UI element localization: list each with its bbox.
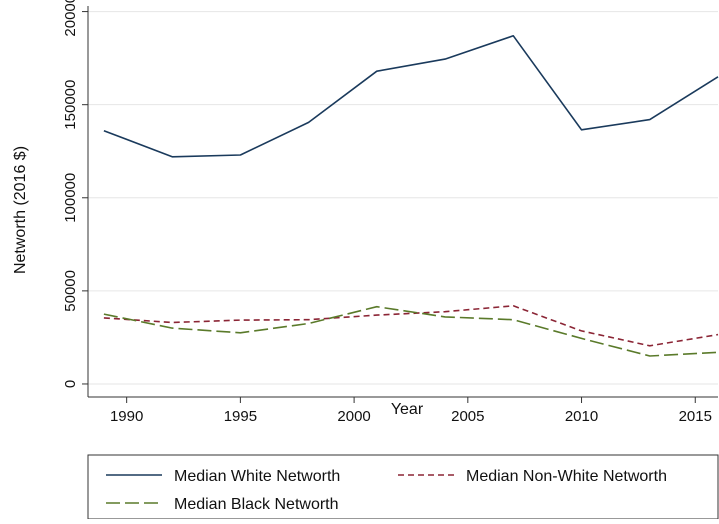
y-tick-label: 50000 <box>62 270 79 312</box>
legend-label: Median Black Networth <box>174 496 339 513</box>
x-tick-label: 1990 <box>110 408 143 425</box>
x-tick-label: 2005 <box>451 408 484 425</box>
legend-label: Median Non-White Networth <box>466 468 667 485</box>
series-line-1 <box>103 34 719 158</box>
legend: Median White Networth Median Non-White Ne… <box>87 454 719 520</box>
y-tick-label: 0 <box>62 380 79 388</box>
legend-box <box>87 454 719 520</box>
y-tick-label: 200000 <box>62 0 79 37</box>
x-tick-label: 2010 <box>565 408 598 425</box>
legend-label: Median White Networth <box>174 468 340 485</box>
series-lines <box>103 34 719 357</box>
x-axis-title: Year <box>391 401 424 418</box>
y-tick-label: 100000 <box>62 173 79 223</box>
y-axis-title: Networth (2016 $) <box>12 146 29 274</box>
x-tick-label: 2000 <box>337 408 370 425</box>
series-line-3 <box>103 305 719 357</box>
x-tick-label: 2015 <box>679 408 712 425</box>
y-tick-label: 150000 <box>62 80 79 130</box>
series-line-2 <box>103 304 719 347</box>
axes: 0 50000 100000 150000 200000 1990 1995 2000 2005… <box>62 0 718 425</box>
x-tick-label: 1995 <box>224 408 257 425</box>
gridlines <box>88 11 718 385</box>
